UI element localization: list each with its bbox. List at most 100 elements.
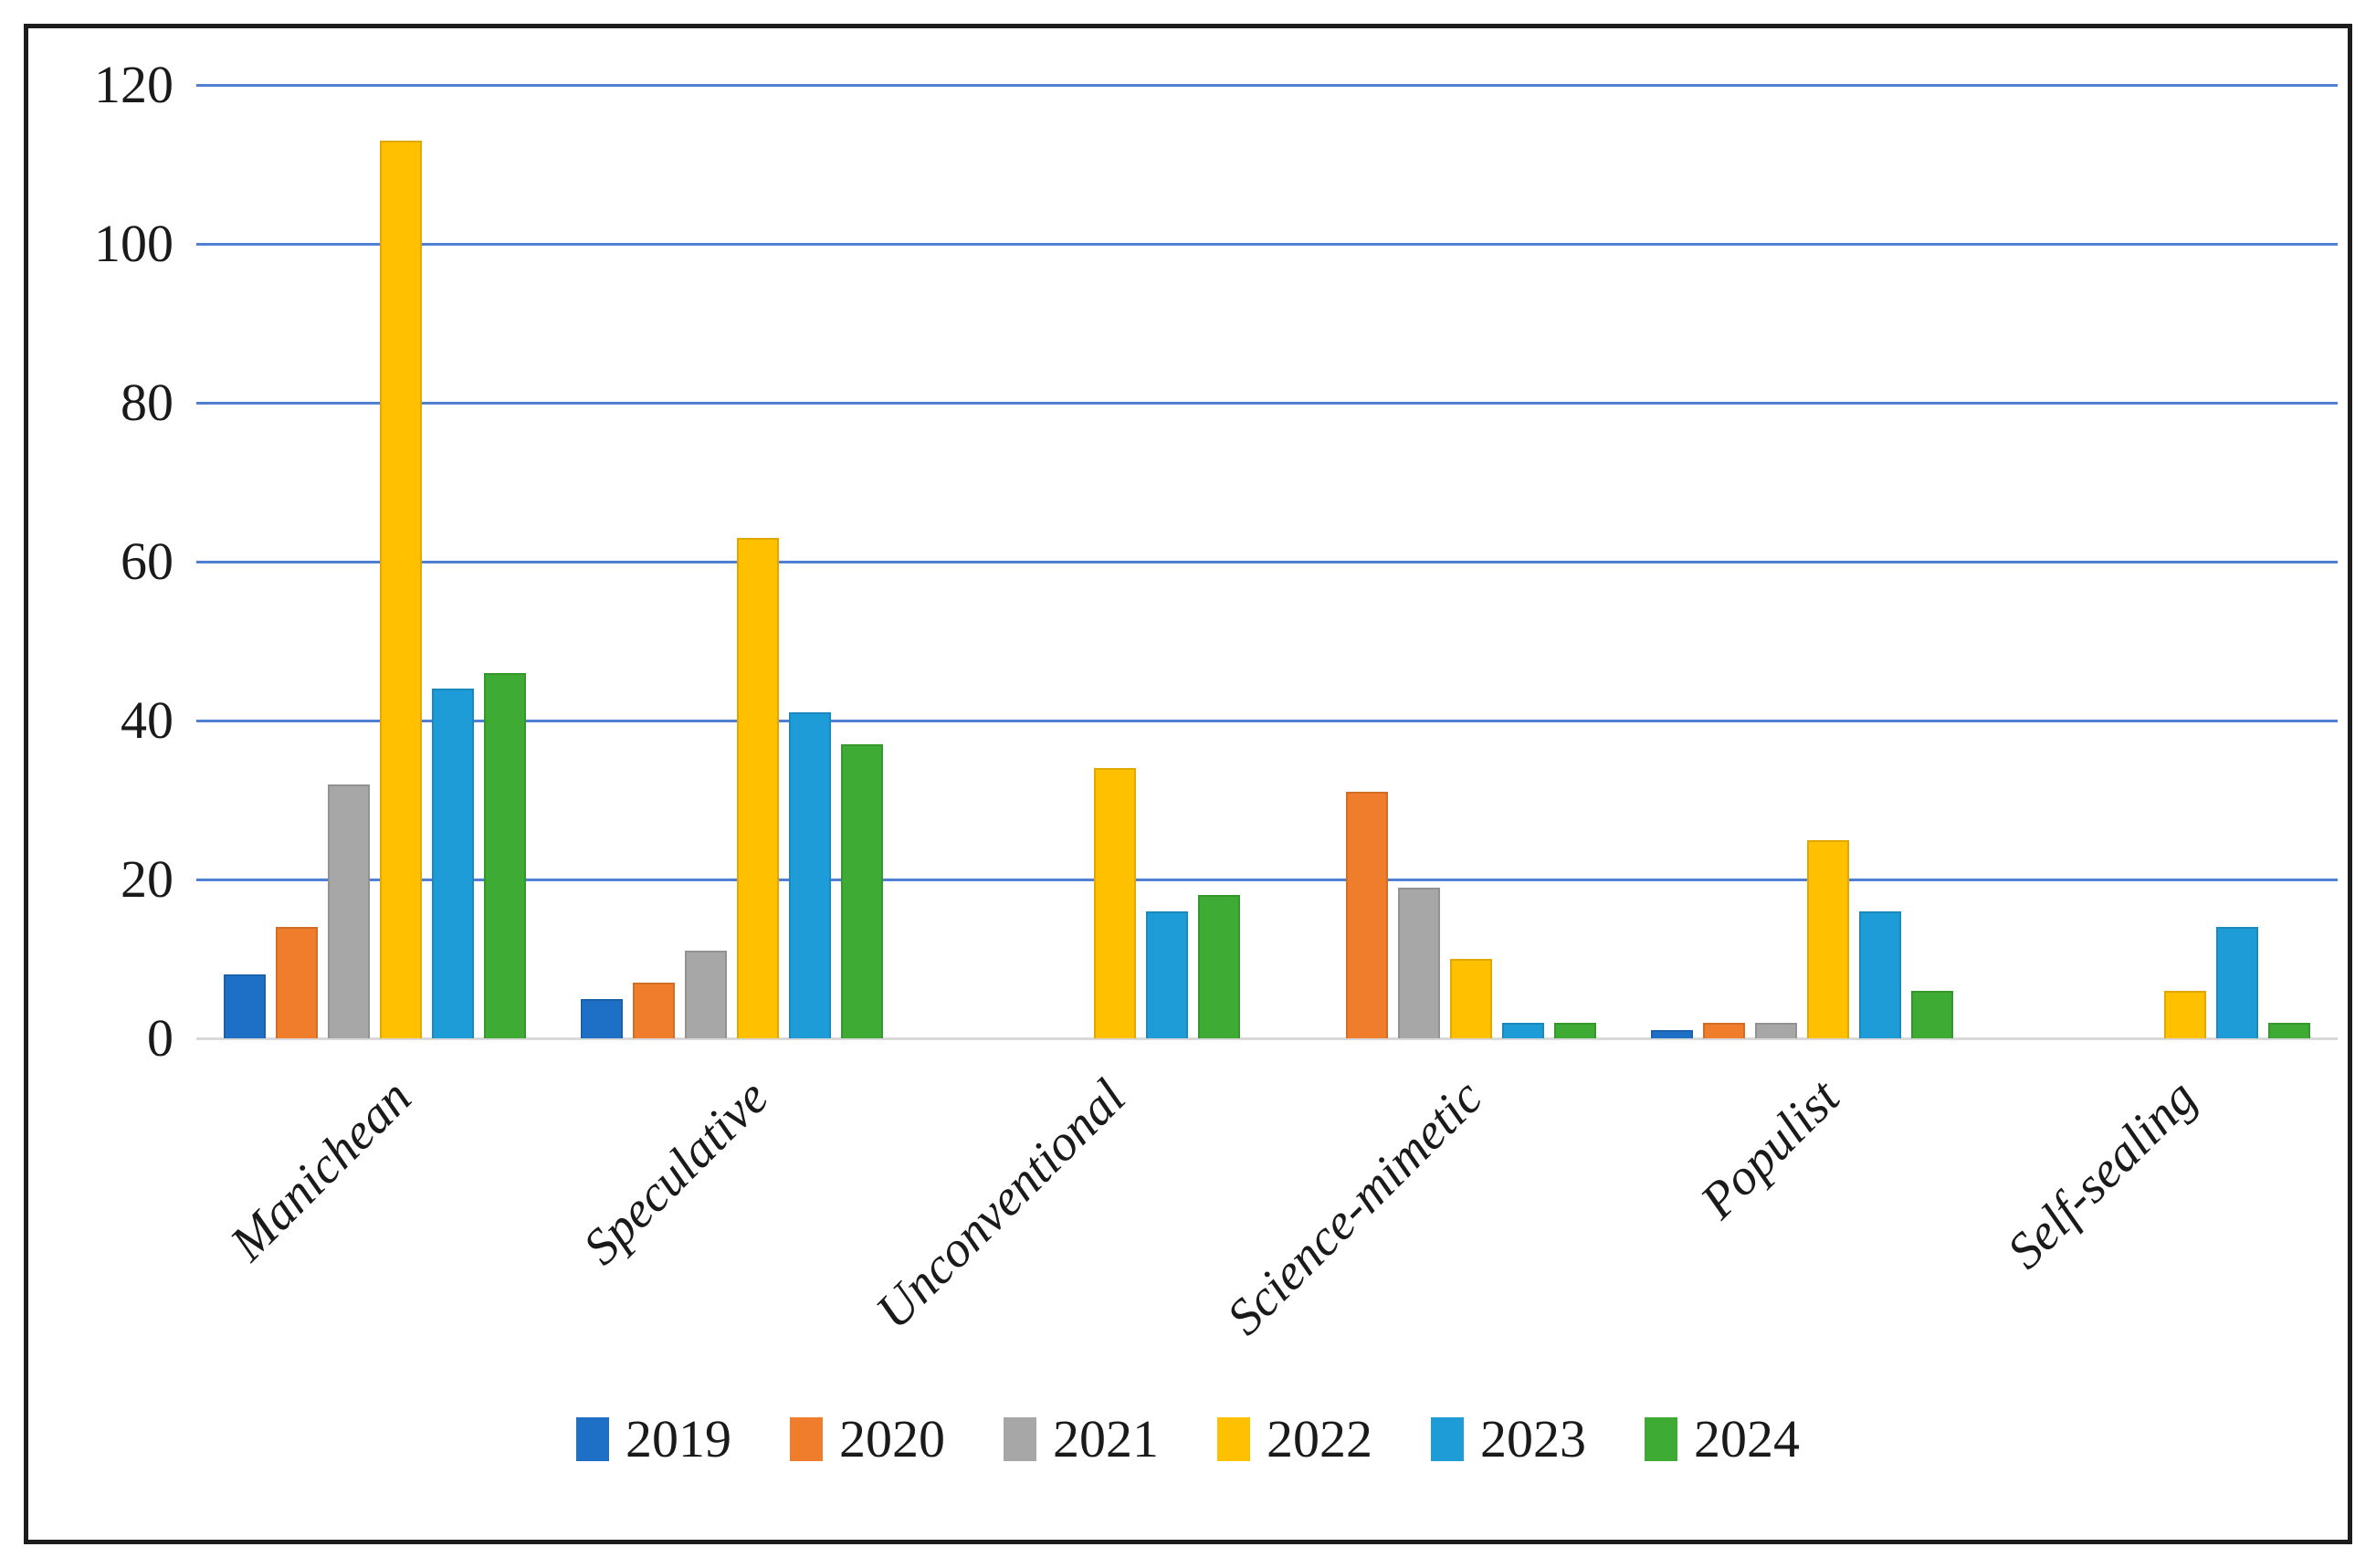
bar-slot xyxy=(788,85,831,1038)
bar-2024 xyxy=(1911,990,1954,1038)
gridline xyxy=(196,401,2338,405)
bar-slot xyxy=(1807,85,1850,1038)
bar-slot xyxy=(2216,85,2259,1038)
bar-2019 xyxy=(1651,1030,1694,1038)
bar-2022 xyxy=(2164,990,2207,1038)
bar-slot xyxy=(2164,85,2207,1038)
bar-slot xyxy=(580,85,623,1038)
bar-slot xyxy=(2060,85,2102,1038)
legend-swatch xyxy=(1004,1416,1036,1461)
bar-slot xyxy=(379,85,422,1038)
bar-2022 xyxy=(1807,839,1850,1038)
legend-label: 2021 xyxy=(1053,1409,1159,1468)
bar-slot xyxy=(327,85,370,1038)
bar-slot xyxy=(684,85,727,1038)
bar-2024 xyxy=(840,744,883,1038)
bar-2022 xyxy=(736,537,779,1038)
bar-2022 xyxy=(379,140,422,1038)
bar-slot xyxy=(1703,85,1746,1038)
bar-slot xyxy=(1093,85,1136,1038)
bar-2023 xyxy=(2216,927,2259,1038)
bar-slot xyxy=(483,85,526,1038)
legend-label: 2023 xyxy=(1480,1409,1586,1468)
bar-2024 xyxy=(1197,895,1240,1038)
bar-slot xyxy=(938,85,980,1038)
legend-swatch xyxy=(1645,1416,1677,1461)
gridline xyxy=(196,719,2338,722)
bar-2024 xyxy=(1554,1022,1597,1038)
bar-slot xyxy=(1346,85,1389,1038)
legend: 2019 2020 2021 2022 2023 2024 xyxy=(0,1408,2376,1469)
gridline xyxy=(196,560,2338,563)
gridline xyxy=(196,242,2338,246)
bar-2020 xyxy=(1703,1022,1746,1038)
bar-slot xyxy=(2268,85,2311,1038)
bar-2021 xyxy=(327,784,370,1038)
bar-slot xyxy=(275,85,318,1038)
y-axis-tick-label: 40 xyxy=(121,690,173,750)
legend-item: 2023 xyxy=(1431,1408,1586,1469)
legend-item: 2022 xyxy=(1217,1408,1372,1469)
legend-item: 2019 xyxy=(576,1408,731,1469)
bar-slot xyxy=(1651,85,1694,1038)
bar-2019 xyxy=(580,998,623,1038)
bar-slot xyxy=(1755,85,1798,1038)
legend-label: 2024 xyxy=(1694,1409,1800,1468)
legend-swatch xyxy=(576,1416,609,1461)
bar-slot xyxy=(2112,85,2154,1038)
bar-slot xyxy=(990,85,1032,1038)
bar-2024 xyxy=(2268,1022,2311,1038)
legend-item: 2024 xyxy=(1645,1408,1800,1469)
bar-group xyxy=(196,85,553,1038)
bar-2021 xyxy=(684,951,727,1038)
bar-2023 xyxy=(1502,1022,1545,1038)
bar-slot xyxy=(223,85,266,1038)
plot-area xyxy=(196,83,2338,1040)
bar-2023 xyxy=(788,712,831,1038)
bar-slot xyxy=(840,85,883,1038)
bar-slot xyxy=(431,85,474,1038)
legend-item: 2021 xyxy=(1004,1408,1159,1469)
bar-slot xyxy=(1450,85,1493,1038)
y-axis-tick-label: 120 xyxy=(94,55,173,114)
bar-slot xyxy=(736,85,779,1038)
bar-2020 xyxy=(1346,792,1389,1038)
legend-swatch xyxy=(1431,1416,1464,1461)
bar-2020 xyxy=(275,927,318,1038)
legend-swatch xyxy=(1217,1416,1250,1461)
bar-slot xyxy=(632,85,675,1038)
bar-2021 xyxy=(1755,1022,1798,1038)
x-axis-line xyxy=(196,1037,2338,1040)
bar-2024 xyxy=(483,672,526,1038)
bar-2021 xyxy=(1398,887,1441,1038)
y-axis-tick-label: 100 xyxy=(94,214,173,273)
bar-slot xyxy=(1294,85,1336,1038)
y-axis-tick-label: 80 xyxy=(121,373,173,432)
bar-slot xyxy=(1145,85,1188,1038)
bar-group xyxy=(1624,85,1981,1038)
gridline xyxy=(196,83,2338,87)
bar-slot xyxy=(1197,85,1240,1038)
bar-slot xyxy=(1398,85,1441,1038)
bar-slot xyxy=(1502,85,1545,1038)
bar-group xyxy=(1267,85,1624,1038)
bar-slot xyxy=(1859,85,1902,1038)
y-axis-tick-label: 0 xyxy=(147,1008,173,1068)
bar-group xyxy=(910,85,1267,1038)
bar-slot xyxy=(1042,85,1084,1038)
bar-group xyxy=(553,85,910,1038)
bar-2022 xyxy=(1450,959,1493,1038)
bar-slot xyxy=(1554,85,1597,1038)
legend-label: 2019 xyxy=(626,1409,731,1468)
legend-label: 2020 xyxy=(839,1409,945,1468)
bar-2023 xyxy=(431,689,474,1038)
bar-group xyxy=(1981,85,2338,1038)
bar-slot xyxy=(2008,85,2050,1038)
legend-item: 2020 xyxy=(790,1408,945,1469)
y-axis-tick-label: 20 xyxy=(121,849,173,909)
bar-slot xyxy=(1911,85,1954,1038)
legend-swatch xyxy=(790,1416,823,1461)
bar-2022 xyxy=(1093,768,1136,1038)
bar-groups xyxy=(196,85,2338,1038)
gridline xyxy=(196,878,2338,881)
